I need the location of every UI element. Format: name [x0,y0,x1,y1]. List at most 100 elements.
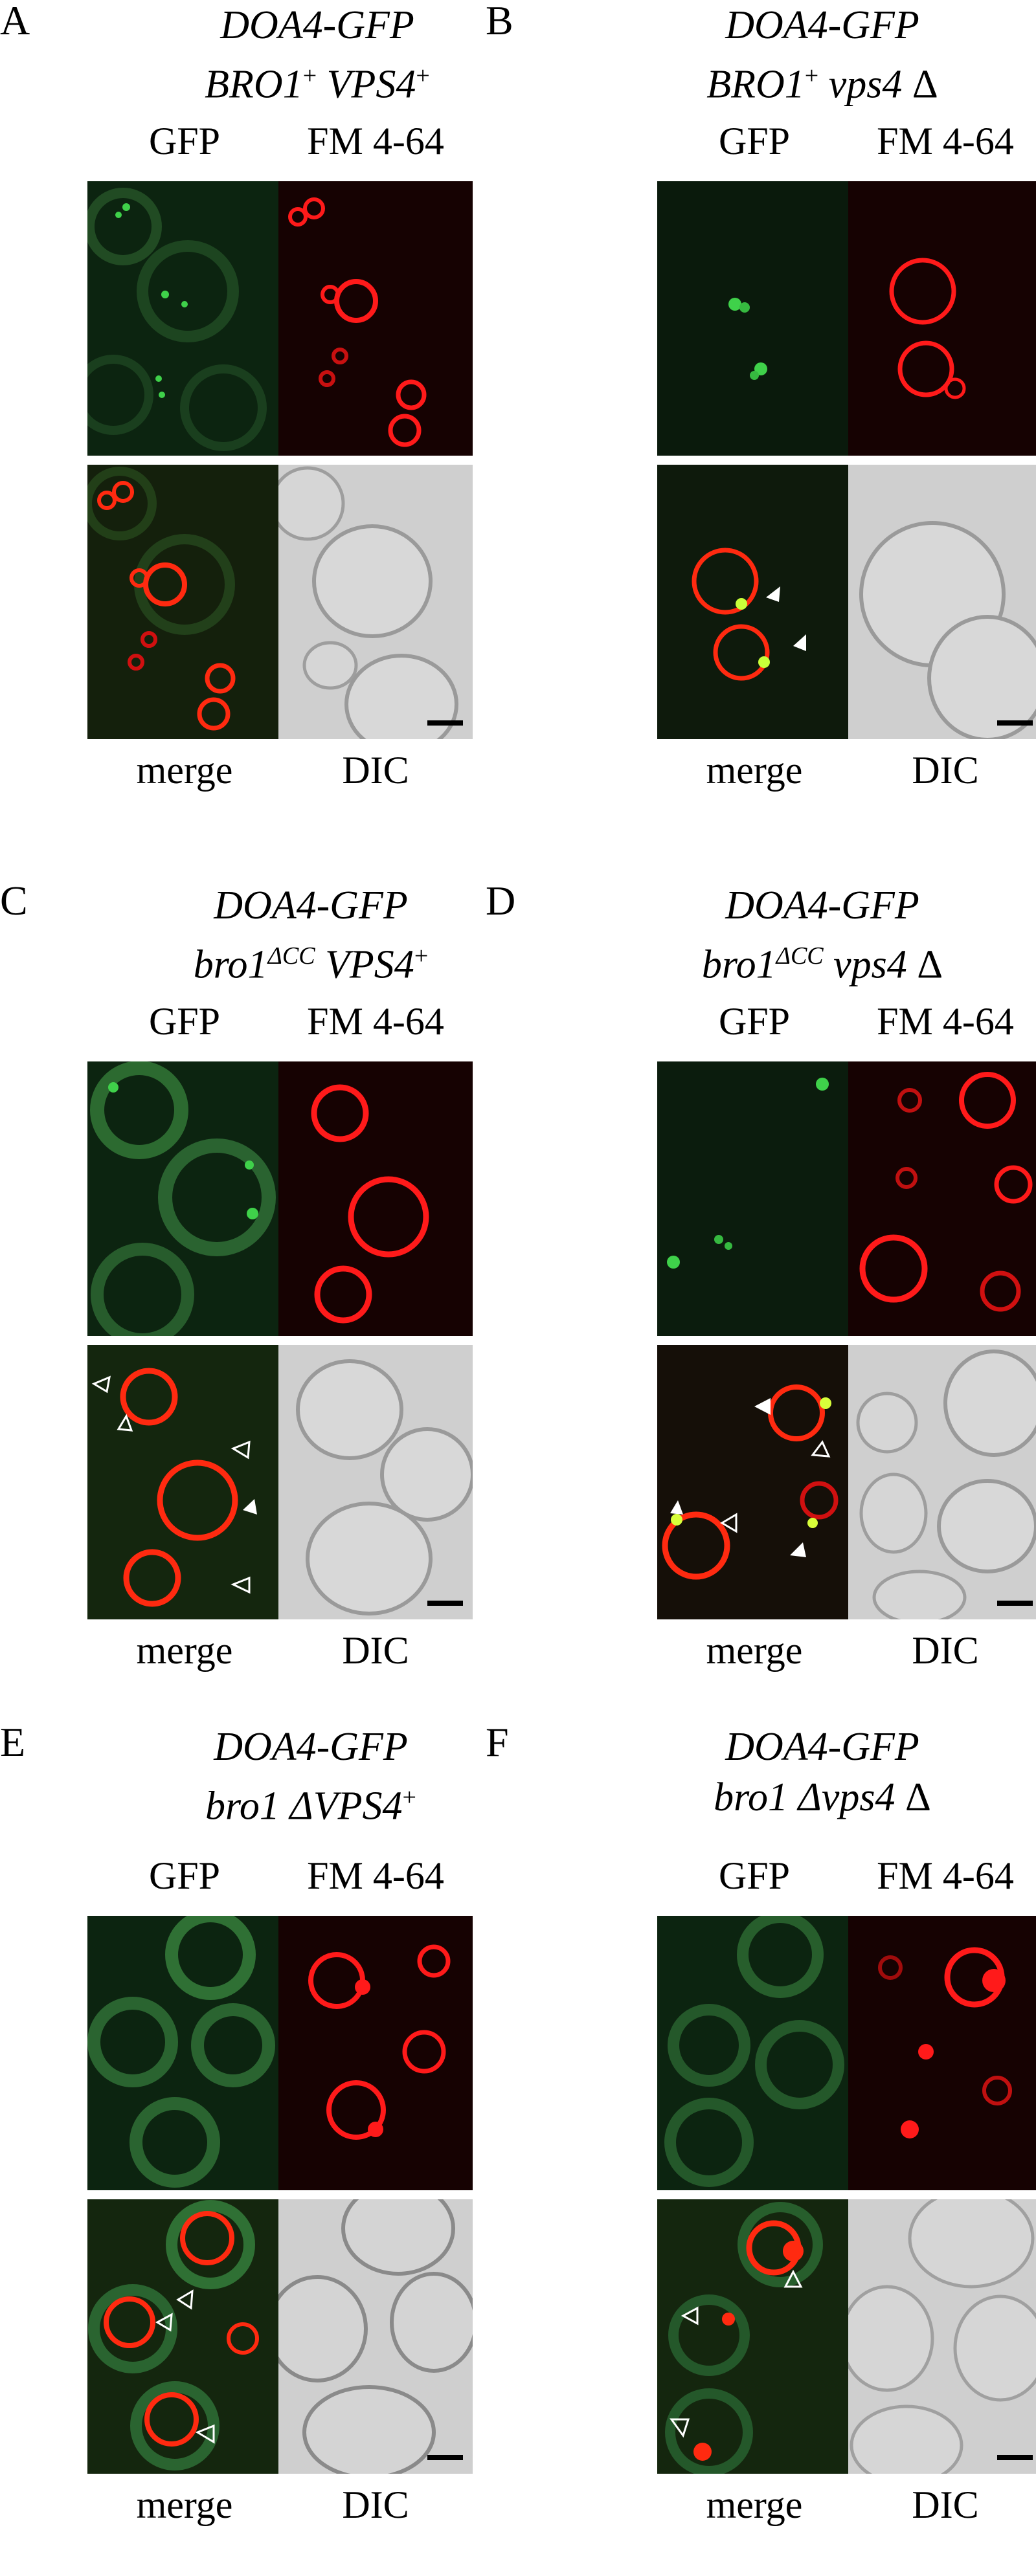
fm-image [278,1916,473,2190]
gfp-image [87,181,282,456]
merge-label: merge [136,1629,233,1672]
fm-image [278,1061,473,1336]
dic-image [848,1345,1036,1619]
panel-a: A DOA4-GFP BRO1+ VPS4+ GFP FM 4-64 [0,0,518,854]
open-arrowhead [155,2313,173,2332]
gene-a-sup: ΔCC [267,942,315,970]
merge-image [657,2199,851,2474]
panel-title: DOA4-GFP bro1 Δvps4 Δ [641,1722,1004,1823]
open-arrowhead [783,2269,803,2288]
gfp-label: GFP [148,1854,221,1897]
gfp-label: GFP [148,120,221,162]
panel-letter: C [0,878,28,924]
panel-c: C DOA4-GFP bro1ΔCC VPS4+ GFP FM 4-64 [0,880,518,1735]
dic-label: DIC [912,2483,979,2526]
gfp-image [657,1061,851,1336]
dic-label: DIC [912,749,979,792]
merge-label: merge [136,749,233,792]
merge-label: merge [706,749,803,792]
filled-arrowhead [754,1398,771,1415]
fm-image [278,181,473,456]
fm-label: FM 4-64 [877,1000,1014,1043]
fm-label: FM 4-64 [307,120,444,162]
panel-f: F DOA4-GFP bro1 Δvps4 Δ GFP FM 4-64 [486,1722,1036,2576]
panel-title: DOA4-GFP BRO1+ vps4 Δ [641,0,1004,110]
panel-title: DOA4-GFP bro1 ΔVPS4+ [130,1722,492,1832]
fm-image [848,1061,1036,1336]
merge-image [657,465,851,739]
gene-a: bro1 [205,1784,280,1828]
merge-image [657,1345,851,1619]
gene-b-sup: + [414,942,429,970]
filled-arrowhead [670,1500,683,1515]
dic-image [848,465,1036,739]
open-arrowhead [231,1440,251,1460]
fm-label: FM 4-64 [307,1000,444,1043]
gene-b: VPS4 [315,942,414,987]
gfp-label: GFP [718,1000,791,1043]
merge-image [87,465,282,739]
gfp-image [657,1916,851,2190]
gene-a: BRO1 [706,62,805,107]
panel-letter: D [486,878,516,924]
filled-arrowhead [243,1499,257,1515]
dic-image [278,1345,473,1619]
gene-c: Δ [906,942,943,987]
gfp-image [87,1061,282,1336]
gene-c: Δ [895,1775,931,1819]
gfp-image [87,1916,282,2190]
fm-image [848,181,1036,456]
gene-b: ΔVPS4 [279,1784,403,1828]
open-arrowhead [176,2289,194,2310]
title-line1: DOA4-GFP [214,1725,408,1769]
title-line1: DOA4-GFP [725,3,919,47]
open-arrowhead [91,1375,111,1393]
gfp-label: GFP [148,1000,221,1043]
gfp-image [657,181,851,456]
panel-e: E DOA4-GFP bro1 ΔVPS4+ GFP FM 4-64 [0,1722,518,2576]
panel-letter: F [486,1719,509,1765]
gene-a-sup: + [804,62,819,89]
gene-b: vps4 [818,62,903,107]
dic-label: DIC [342,1629,409,1672]
gene-a: bro1 [193,942,268,987]
gene-a: bro1 [714,1775,788,1819]
open-arrowhead [670,2418,690,2438]
gfp-label: GFP [718,120,791,162]
filled-arrowhead [766,586,780,602]
gene-a-sup: + [302,62,317,89]
open-arrowhead [117,1414,133,1432]
panel-title: DOA4-GFP bro1ΔCC VPS4+ [130,880,492,990]
title-line1: DOA4-GFP [725,1725,919,1769]
gene-b-sup: + [402,1784,416,1811]
open-arrowhead [811,1440,831,1458]
gene-b: vps4 [823,942,907,987]
title-line1: DOA4-GFP [220,3,414,47]
open-arrowhead [720,1513,738,1533]
dic-label: DIC [342,749,409,792]
dic-image [278,2199,473,2474]
merge-image [87,2199,282,2474]
open-arrowhead [681,2306,699,2326]
open-arrowhead [195,2424,215,2444]
fm-label: FM 4-64 [307,1854,444,1897]
dic-image [278,465,473,739]
gene-b: Δvps4 [787,1775,895,1819]
fm-label: FM 4-64 [877,1854,1014,1897]
fm-image [848,1916,1036,2190]
merge-label: merge [706,2483,803,2526]
gene-b: VPS4 [317,62,416,107]
panel-letter: E [0,1719,26,1765]
panel-title: DOA4-GFP bro1ΔCC vps4 Δ [641,880,1004,990]
merge-image [87,1345,282,1619]
gene-b-sup: + [416,62,430,89]
title-line1: DOA4-GFP [214,883,408,927]
gfp-label: GFP [718,1854,791,1897]
title-line1: DOA4-GFP [725,883,919,927]
merge-label: merge [706,1629,803,1672]
panel-letter: B [486,0,513,43]
fm-label: FM 4-64 [877,120,1014,162]
open-arrowhead [231,1576,251,1594]
dic-image [848,2199,1036,2474]
gene-a: bro1 [701,942,776,987]
